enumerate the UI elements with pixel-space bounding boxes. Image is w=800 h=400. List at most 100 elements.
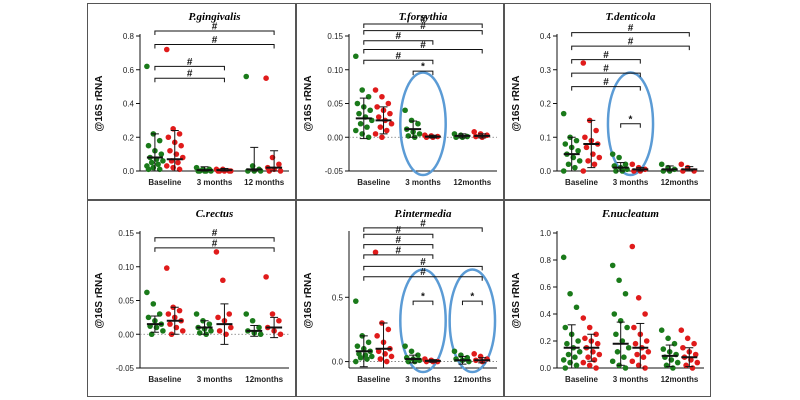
- significance-bracket: [154, 247, 275, 252]
- significance-marker: #: [212, 35, 218, 46]
- data-point: [178, 142, 184, 149]
- data-point: [562, 324, 569, 331]
- data-point: [365, 93, 372, 100]
- data-point: [263, 75, 269, 81]
- data-point: [671, 340, 678, 347]
- data-point: [263, 274, 269, 280]
- y-tick-label: 0.2: [540, 337, 552, 346]
- data-point: [663, 362, 670, 369]
- significance-marker: #: [420, 40, 426, 51]
- y-tick-label: 0.05: [118, 297, 134, 306]
- y-tick-label: 0.5: [332, 293, 344, 302]
- x-tick-label: Baseline: [565, 375, 598, 384]
- data-point: [256, 324, 262, 331]
- data-point: [576, 349, 583, 355]
- x-tick-label: 3 months: [197, 178, 233, 187]
- data-point: [616, 277, 622, 284]
- chart-svg: P.gingivalis @16S rRNA 0.0 0.2 0.4 0.6 0.8 Base…: [94, 11, 289, 187]
- significance-marker: #: [396, 225, 402, 236]
- data-point: [379, 93, 385, 100]
- y-axis-label: @16S rRNA: [303, 76, 314, 132]
- data-point: [586, 324, 593, 331]
- data-point: [572, 164, 578, 171]
- chart-svg: F.nucleatum @16S rRNA 0.0 0.2 0.4 0.6 0.8 1.0 Ba…: [511, 208, 704, 384]
- data-point: [573, 362, 580, 369]
- chart-title: T.forsythia: [399, 11, 448, 23]
- significance-bracket: [154, 237, 275, 242]
- highlight-circle: [606, 71, 655, 177]
- data-point: [269, 311, 276, 317]
- data-point: [691, 340, 697, 347]
- data-point: [148, 159, 155, 166]
- data-point: [596, 154, 603, 161]
- data-point: [621, 354, 627, 360]
- chart-title: F.nucleatum: [601, 208, 659, 220]
- x-tick-label: Baseline: [565, 178, 598, 187]
- y-tick-label: 0.3: [540, 66, 552, 75]
- data-point: [375, 114, 382, 120]
- x-tick-label: Baseline: [357, 178, 390, 187]
- data-point: [609, 358, 616, 365]
- chart-panel: C.rectus @16S rRNA -0.05 0.00 0.05 0.10 0.15 Ba…: [87, 200, 296, 397]
- data-point: [175, 159, 181, 166]
- significance-marker: *: [421, 292, 425, 303]
- data-point: [594, 340, 601, 347]
- data-point: [674, 359, 681, 366]
- data-point: [375, 348, 382, 355]
- significance-marker: #: [420, 21, 426, 32]
- data-point: [206, 321, 213, 327]
- y-tick-label: 0.8: [123, 32, 135, 41]
- y-tick-label: 0.1: [540, 133, 552, 142]
- chart-panel: T.forsythia @16S rRNA -0.05 0.00 0.05 0.10 0.1…: [296, 3, 504, 200]
- x-tick-label: Baseline: [357, 375, 390, 384]
- data-point: [678, 327, 685, 333]
- data-point: [387, 110, 393, 117]
- data-point: [150, 301, 157, 307]
- data-point: [573, 137, 580, 144]
- highlight-circle: [448, 268, 497, 374]
- data-point: [385, 100, 392, 107]
- data-point: [624, 324, 630, 331]
- data-point: [658, 327, 665, 333]
- significance-bracket: [461, 300, 483, 306]
- significance-marker: *: [629, 114, 633, 125]
- data-point: [629, 243, 636, 250]
- data-point: [163, 265, 170, 271]
- data-point: [665, 335, 671, 342]
- significance-bracket: [363, 227, 483, 232]
- chart-title: C.rectus: [196, 208, 234, 220]
- data-point: [694, 359, 701, 366]
- x-tick-label: Baseline: [148, 375, 181, 384]
- data-point: [562, 141, 569, 147]
- data-point: [353, 358, 359, 365]
- x-tick-label: 12months: [661, 178, 699, 187]
- significance-marker: #: [420, 257, 426, 268]
- data-point: [276, 317, 282, 324]
- data-point: [560, 168, 567, 174]
- data-point: [367, 107, 373, 114]
- chart-title: P.intermedia: [395, 208, 452, 220]
- significance-marker: #: [396, 31, 402, 42]
- chart-svg: T.denticola @16S rRNA 0.0 0.1 0.2 0.3 0.4 Basel…: [511, 11, 704, 187]
- data-point: [660, 346, 667, 352]
- data-point: [277, 331, 284, 338]
- data-point: [560, 254, 567, 261]
- y-tick-label: 0.0: [332, 358, 344, 367]
- data-point: [670, 365, 676, 371]
- y-tick-label: 0.2: [123, 133, 135, 142]
- y-tick-label: 0.6: [540, 283, 552, 292]
- data-point: [179, 328, 186, 334]
- data-point: [629, 161, 636, 168]
- data-point: [583, 144, 590, 151]
- y-tick-label: 0.00: [327, 133, 343, 142]
- significance-marker: #: [396, 245, 402, 256]
- data-point: [613, 168, 619, 174]
- data-point: [593, 127, 599, 134]
- highlight-circle: [399, 71, 447, 177]
- data-point: [684, 335, 691, 342]
- data-point: [196, 330, 203, 336]
- data-point: [377, 356, 384, 362]
- data-point: [163, 46, 170, 53]
- data-point: [408, 348, 415, 355]
- significance-marker: #: [187, 69, 193, 80]
